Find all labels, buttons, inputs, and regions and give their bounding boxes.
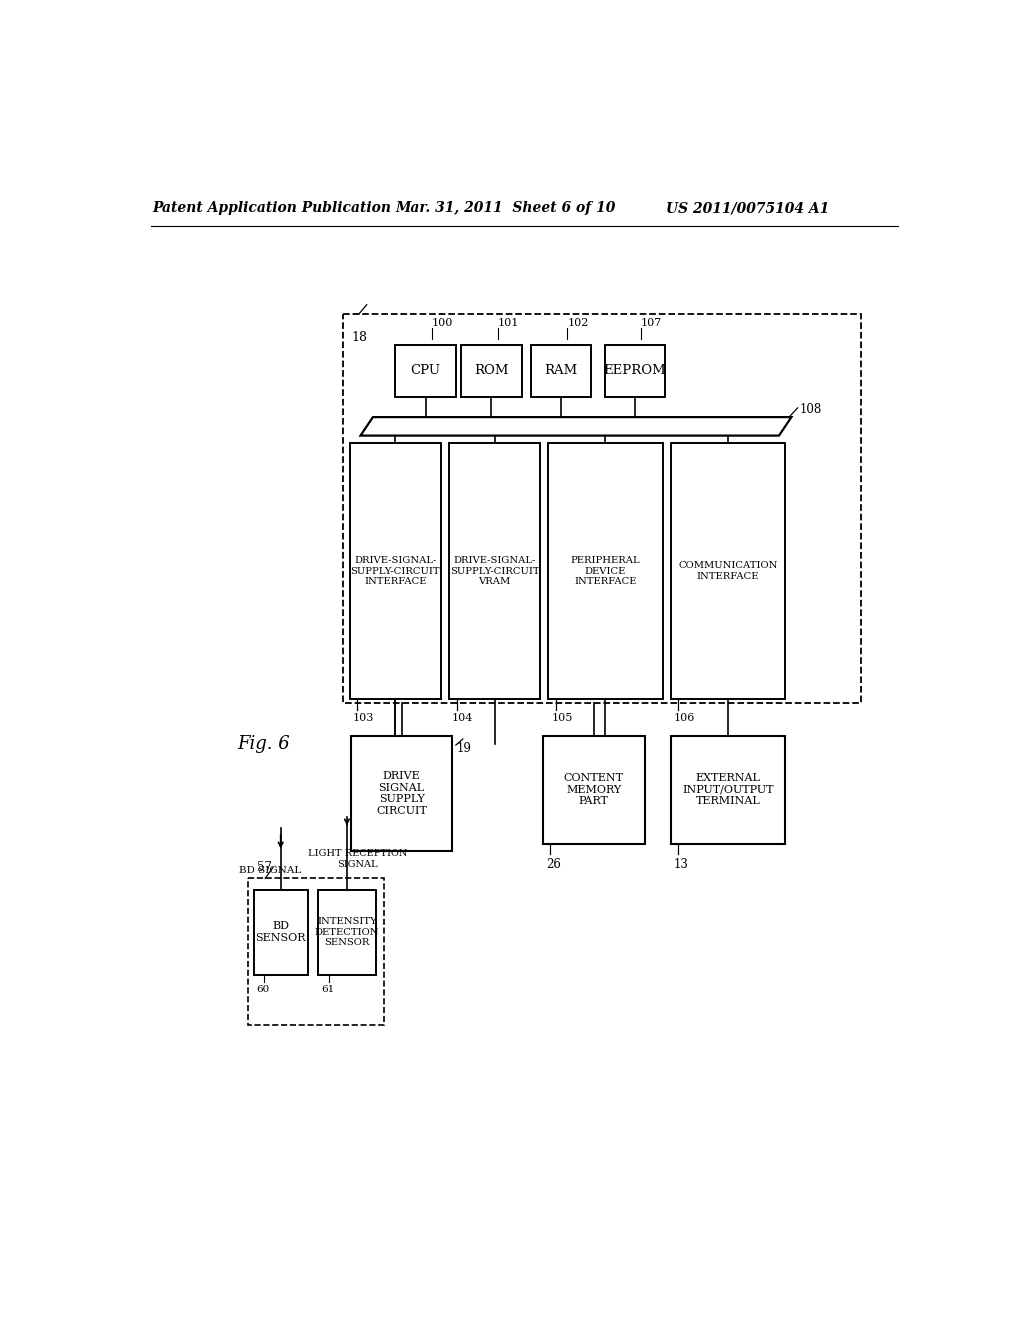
Bar [548, 444, 663, 700]
Text: 19: 19 [457, 742, 471, 755]
Text: EEPROM: EEPROM [603, 364, 667, 378]
Bar [343, 314, 861, 702]
Text: BD SIGNAL: BD SIGNAL [239, 866, 301, 875]
Text: 18: 18 [351, 331, 368, 345]
Bar [395, 345, 456, 397]
Bar [671, 444, 785, 700]
Bar [349, 444, 441, 700]
Bar [671, 737, 785, 843]
Text: 105: 105 [551, 713, 572, 723]
Text: 108: 108 [800, 403, 822, 416]
Text: Mar. 31, 2011  Sheet 6 of 10: Mar. 31, 2011 Sheet 6 of 10 [395, 202, 615, 215]
Text: 13: 13 [674, 858, 688, 871]
Text: LIGHT RECEPTION
SIGNAL: LIGHT RECEPTION SIGNAL [308, 849, 408, 869]
Text: US 2011/0075104 A1: US 2011/0075104 A1 [667, 202, 829, 215]
Text: INTENSITY
DETECTION
SENSOR: INTENSITY DETECTION SENSOR [314, 917, 379, 948]
Text: EXTERNAL
INPUT/OUTPUT
TERMINAL: EXTERNAL INPUT/OUTPUT TERMINAL [682, 774, 773, 807]
Bar [449, 444, 541, 700]
Bar [317, 890, 376, 974]
Text: 57: 57 [257, 861, 272, 874]
Text: 61: 61 [321, 985, 334, 994]
Text: BD
SENSOR: BD SENSOR [255, 921, 306, 942]
Text: CONTENT
MEMORY
PART: CONTENT MEMORY PART [564, 774, 624, 807]
Bar [531, 345, 592, 397]
Text: 102: 102 [567, 318, 589, 327]
Text: 107: 107 [641, 318, 663, 327]
Text: COMMUNICATION
INTERFACE: COMMUNICATION INTERFACE [678, 561, 777, 581]
Text: DRIVE-SIGNAL-
SUPPLY-CIRCUIT
VRAM: DRIVE-SIGNAL- SUPPLY-CIRCUIT VRAM [450, 556, 540, 586]
Text: 106: 106 [674, 713, 695, 723]
Text: CPU: CPU [411, 364, 440, 378]
Bar [461, 345, 521, 397]
Bar [351, 737, 452, 851]
Text: PERIPHERAL
DEVICE
INTERFACE: PERIPHERAL DEVICE INTERFACE [570, 556, 640, 586]
Text: Fig. 6: Fig. 6 [238, 735, 290, 752]
Text: 26: 26 [546, 858, 560, 871]
Text: 101: 101 [498, 318, 519, 327]
Polygon shape [360, 417, 792, 436]
Bar [248, 878, 384, 1024]
Text: 104: 104 [452, 713, 473, 723]
Text: 60: 60 [257, 985, 270, 994]
Text: Patent Application Publication: Patent Application Publication [152, 202, 391, 215]
Text: DRIVE-SIGNAL-
SUPPLY-CIRCUIT
INTERFACE: DRIVE-SIGNAL- SUPPLY-CIRCUIT INTERFACE [350, 556, 440, 586]
Text: 100: 100 [432, 318, 454, 327]
Text: 103: 103 [352, 713, 374, 723]
Text: DRIVE
SIGNAL
SUPPLY
CIRCUIT: DRIVE SIGNAL SUPPLY CIRCUIT [376, 771, 427, 816]
Bar [543, 737, 645, 843]
Bar [604, 345, 665, 397]
Text: RAM: RAM [545, 364, 578, 378]
Bar [254, 890, 308, 974]
Text: ROM: ROM [474, 364, 509, 378]
